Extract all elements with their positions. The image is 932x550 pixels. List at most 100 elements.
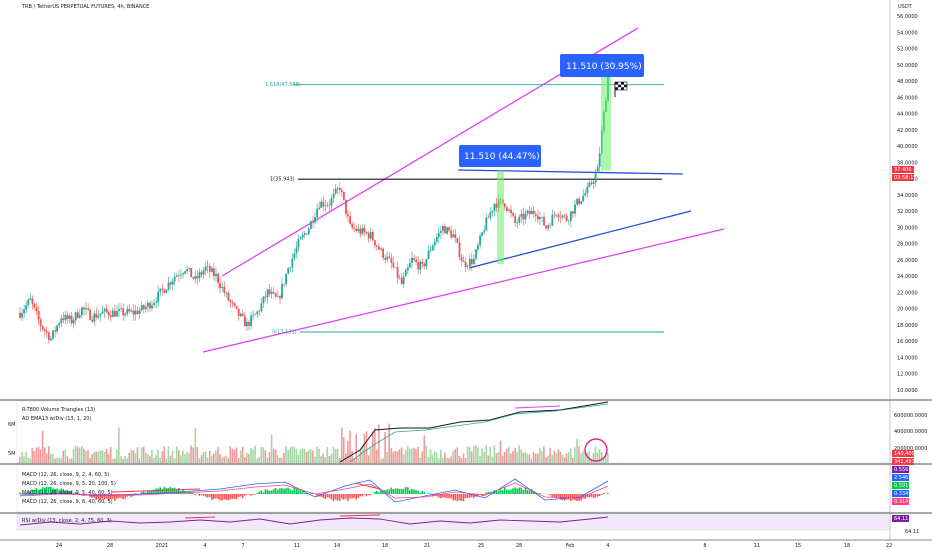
volume-bar [204, 451, 207, 463]
volume-bar [198, 458, 201, 463]
volume-bar [262, 447, 265, 463]
volume-bar [114, 458, 116, 463]
volume-bar [448, 458, 450, 463]
candle [140, 305, 143, 311]
volume-bar [516, 452, 518, 463]
candle [149, 302, 151, 309]
candle [145, 306, 147, 310]
price-tick: 52.0000 [897, 47, 918, 53]
macd-bar [111, 494, 114, 499]
candle [272, 292, 275, 294]
blue-upper-trendline[interactable] [457, 169, 684, 175]
macd-bar [578, 494, 580, 501]
volume-bar [109, 447, 112, 463]
time-tick: Feb [566, 543, 575, 549]
candle [543, 216, 545, 226]
macd-legend-2[interactable]: MACD (12, 26, close, 9, 5, 20, 100, 5) [22, 481, 116, 487]
volume-bar [27, 457, 29, 463]
volume-bar [285, 445, 287, 463]
candle [142, 305, 145, 310]
blue-lower-trendline[interactable] [468, 210, 692, 269]
measure-bar[interactable] [497, 170, 504, 264]
candle [598, 153, 601, 168]
volume-bar [48, 446, 50, 463]
candle [530, 210, 533, 215]
volume-bar [419, 457, 421, 463]
volume-bar [221, 457, 223, 463]
volume-bar [85, 451, 87, 463]
candle [74, 312, 77, 321]
flag-icon[interactable] [614, 81, 628, 97]
volume-bar [180, 455, 182, 463]
macd-bar [62, 489, 64, 494]
time-tick: 15 [795, 543, 801, 549]
volume-indicator-legend[interactable]: R-T800 Volume Triangles (13) [22, 407, 95, 413]
volume-bar [132, 450, 135, 463]
volume-bar [188, 453, 190, 463]
candle [341, 190, 343, 192]
macd-legend-4[interactable]: MACD (12, 26, close, 9, 6, 40, 60, 5) [22, 499, 113, 505]
candle [473, 258, 475, 265]
volume-bar [31, 448, 34, 463]
candle [37, 311, 40, 320]
candle [169, 282, 172, 285]
macd-bar [202, 494, 205, 496]
macd-bar [415, 489, 417, 494]
candle [553, 214, 556, 216]
macd-bar [338, 494, 341, 501]
candle [355, 228, 358, 231]
chart-title: TRB / TetherUS PERPETUAL FUTURES, 4h, BI… [21, 4, 149, 10]
price-tick: 26.0000 [897, 258, 918, 264]
candle [503, 203, 506, 208]
candle [299, 237, 302, 240]
volume-bar [592, 452, 595, 463]
macd-bar [120, 494, 122, 498]
candle [233, 303, 236, 306]
rsi-legend[interactable]: RSI w/Div (13, close, 2, 4, 75, 60, 3) [22, 518, 112, 524]
macd-legend-1[interactable]: MACD (12, 26, close, 9, 2, 4, 60, 5) [22, 472, 109, 478]
macd-bar [153, 489, 155, 494]
volume-bar [78, 447, 81, 463]
ad-indicator-legend[interactable]: AD EMA13 w/Div (13, 1, 20) [22, 416, 91, 422]
macd-bar [48, 487, 50, 494]
channel-lower-line[interactable] [202, 228, 725, 353]
candle [380, 248, 382, 250]
macd-legend-3[interactable]: MACD (12, 26, close, 9, 5, 40, 60, 5) [22, 490, 113, 496]
fib-level-label: 1.618(47.569) [265, 82, 301, 88]
candle [481, 232, 483, 236]
candle [161, 288, 164, 290]
candle [592, 182, 595, 184]
volume-highlight-circle[interactable] [584, 438, 608, 462]
macd-bar [555, 494, 558, 499]
macd-bar [506, 489, 508, 494]
time-tick: 7 [241, 543, 244, 549]
macd-bar [52, 488, 54, 494]
time-tick: 24 [56, 543, 62, 549]
volume-bar [452, 451, 454, 463]
measure-label-1[interactable] [459, 145, 541, 167]
candle [470, 258, 473, 265]
volume-bar [244, 457, 246, 463]
macd-bar [303, 492, 306, 494]
candle [378, 246, 380, 250]
candle [312, 221, 314, 223]
macd-badge-value: 0.591 [894, 483, 908, 489]
volume-bar [475, 445, 477, 463]
candle [491, 210, 494, 213]
macd-bar [31, 489, 34, 494]
measure-bar[interactable] [601, 76, 611, 171]
candle [200, 272, 203, 275]
volume-bar [435, 452, 438, 463]
candle [421, 261, 424, 264]
volume-bar [491, 456, 494, 463]
volume-bar [421, 451, 423, 463]
candle [565, 215, 568, 222]
measure-label-2[interactable] [560, 54, 644, 77]
volume-bar [175, 446, 178, 463]
macd-bar [365, 494, 368, 497]
macd-bar [400, 489, 403, 494]
macd-bar [295, 488, 298, 494]
volume-bar [136, 447, 139, 463]
candle [252, 314, 254, 316]
candle [394, 267, 397, 268]
